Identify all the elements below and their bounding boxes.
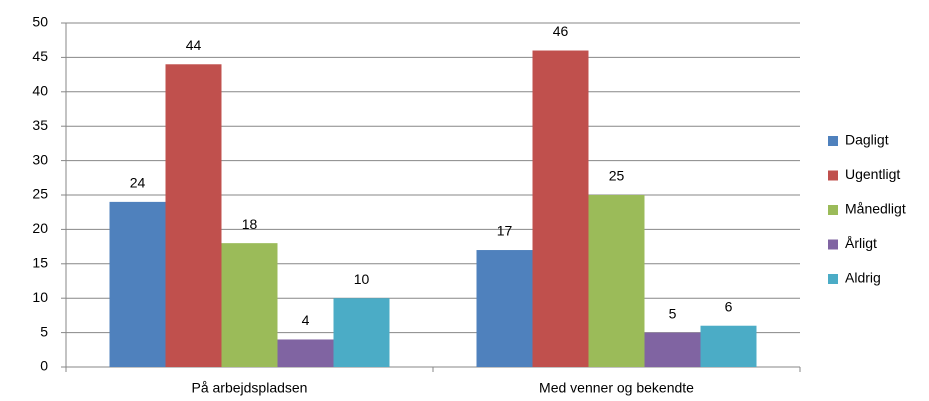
bar: [333, 298, 390, 367]
x-tick-label: Med venner og bekendte: [539, 380, 694, 396]
legend-swatch: [828, 205, 838, 215]
data-label: 24: [130, 175, 146, 191]
legend-swatch: [828, 274, 838, 284]
data-label: 44: [186, 37, 202, 53]
legend-label: Månedligt: [845, 201, 906, 217]
data-label: 17: [497, 223, 513, 239]
data-label: 4: [302, 312, 310, 328]
data-label: 25: [609, 168, 625, 184]
data-label: 5: [669, 305, 677, 321]
y-tick-label: 10: [32, 289, 48, 305]
legend-label: Ugentligt: [845, 166, 900, 182]
legend-label: Aldrig: [845, 270, 881, 286]
bar: [277, 339, 334, 367]
legend-label: Årligt: [845, 235, 877, 251]
y-tick-label: 45: [32, 48, 48, 64]
bar: [532, 50, 589, 368]
data-label: 6: [725, 298, 733, 314]
y-tick-label: 5: [40, 323, 48, 339]
y-tick-label: 20: [32, 220, 48, 236]
bar: [700, 325, 757, 367]
bar: [221, 243, 278, 367]
bar: [165, 64, 222, 367]
legend-swatch: [828, 136, 838, 146]
x-tick-label: På arbejdspladsen: [192, 380, 308, 396]
data-label: 18: [242, 216, 258, 232]
y-tick-label: 50: [32, 14, 48, 30]
bar: [476, 250, 533, 367]
bar: [109, 201, 166, 367]
y-tick-label: 25: [32, 186, 48, 202]
legend-swatch: [828, 239, 838, 250]
legend-label: Dagligt: [845, 132, 889, 148]
bar: [644, 332, 701, 367]
y-tick-label: 35: [32, 117, 48, 133]
y-tick-label: 0: [40, 358, 48, 374]
data-label: 46: [553, 23, 569, 39]
y-tick-label: 15: [32, 255, 48, 271]
data-label: 10: [354, 271, 370, 287]
legend-swatch: [828, 170, 838, 181]
y-tick-label: 40: [32, 83, 48, 99]
bar: [588, 195, 645, 367]
y-tick-label: 30: [32, 151, 48, 167]
